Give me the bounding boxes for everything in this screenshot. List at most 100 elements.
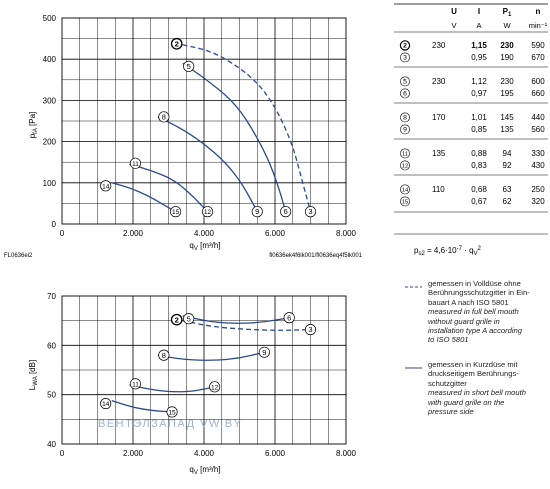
upper-curve-marker-12: 12 — [202, 206, 214, 218]
spec-row-marker-circle — [399, 40, 411, 51]
spec-row-3: 3 0,95 190 670 — [400, 52, 545, 63]
spec-cell-P: 190 — [500, 53, 514, 62]
spec-row-12: 12 0,83 92 430 — [400, 160, 545, 171]
lower-chart-xlabel: qV [m³/h] — [189, 465, 220, 476]
lower-chart: ВЕНТЭЛЗАПАД VW.BY 2 3 5 6 8 9 11 12 14 15 0 2.000 4… — [28, 292, 357, 476]
spec-row-marker-label: 15 — [402, 200, 408, 206]
upper-curve-marker-label: 9 — [255, 207, 259, 216]
upper-curve-marker-circle — [280, 206, 292, 218]
upper-curve-5 — [182, 62, 287, 212]
spec-row-6: 6 0,97 195 660 — [400, 88, 545, 99]
spec-row-marker-label: 5 — [403, 79, 407, 86]
spec-cell-U: 110 — [432, 185, 445, 194]
spec-row-marker-label: 2 — [403, 43, 407, 50]
legend-dashed-en-1: measured in full bell mouth — [428, 307, 519, 317]
lower-curve-marker-label: 2 — [175, 315, 179, 324]
upper-chart-ylabel: pfA [Pa] — [28, 112, 39, 139]
legend-dashed-de-1: gemessen in Volldüse ohne — [428, 279, 521, 288]
formula: ps2 = 4,6·10-7 · qV2 — [414, 246, 482, 257]
lower-curve-marker-label: 6 — [287, 313, 291, 322]
spec-row-marker-circle — [400, 160, 410, 171]
upper-curve-marker-circle — [202, 206, 214, 218]
upper-curve-marker-label: 6 — [284, 207, 288, 216]
spec-cell-U: 170 — [432, 113, 446, 122]
upper-curve-marker-label: 8 — [162, 112, 166, 121]
lower-curve-14 — [111, 399, 173, 413]
header-n: n — [536, 7, 541, 16]
lower-ytick-label: 70 — [47, 292, 56, 301]
lower-xtick-label: 8.000 — [336, 449, 357, 458]
legend-dashed: gemessen in Volldüse ohne Berührungsschu… — [428, 279, 546, 345]
upper-chart: 2 3 5 6 8 9 11 12 14 15 0 2.000 4.000 6.000 8.000 0 100… — [4, 14, 363, 259]
lower-curve-marker-14: 14 — [100, 398, 112, 410]
lower-curve-marker-circle — [258, 346, 270, 358]
lower-curve-marker-label: 12 — [211, 384, 219, 391]
upper-curve-marker-label: 3 — [308, 207, 312, 216]
upper-ytick-label: 0 — [52, 220, 57, 229]
spec-cell-P: 230 — [500, 41, 514, 50]
spec-table-units: V A W min⁻¹ — [451, 21, 547, 30]
spec-cell-n: 590 — [531, 41, 545, 50]
spec-cell-U: 135 — [432, 149, 446, 158]
lower-xtick-label: 4.000 — [194, 449, 215, 458]
upper-ytick-label: 400 — [43, 55, 57, 64]
upper-curve-8 — [157, 116, 258, 212]
spec-row-marker-label: 8 — [403, 115, 407, 122]
upper-chart-code-right: fl0636ek4f6lk001/fl0636eq4f5lk001 — [269, 253, 362, 259]
upper-curve-marker-circle — [100, 180, 112, 192]
header-p1: P1 — [503, 7, 512, 18]
legend-solid-en-1: measured in short bell mouth — [428, 388, 526, 398]
spec-row-marker-circle — [400, 148, 410, 159]
upper-curve-2 — [182, 44, 312, 212]
legend-dashed-swatch — [405, 286, 422, 288]
lower-curve-marker-8: 8 — [158, 349, 170, 361]
upper-ytick-label: 200 — [43, 138, 57, 147]
unit-v: V — [451, 21, 456, 30]
upper-curve-marker-label: 14 — [102, 183, 110, 190]
upper-curve-marker-8: 8 — [158, 111, 170, 123]
spec-cell-I: 0,67 — [471, 197, 487, 206]
upper-curve-marker-9: 9 — [251, 206, 263, 218]
legend-solid-en-3: pressure side — [428, 407, 474, 417]
upper-curve-marker-label: 5 — [187, 62, 191, 71]
spec-cell-P: 62 — [503, 197, 512, 206]
upper-curve-marker-11: 11 — [129, 157, 141, 169]
lower-ytick-label: 50 — [47, 391, 56, 400]
lower-curve-marker-circle — [183, 313, 195, 325]
lower-curve-marker-12: 12 — [209, 381, 221, 393]
spec-cell-n: 250 — [531, 185, 545, 194]
upper-curve-marker-circle — [251, 206, 263, 218]
legend-solid-de-1: gemessen in Kurzdüse mit — [428, 360, 518, 369]
upper-curve-marker-label: 2 — [175, 39, 179, 48]
lower-xtick-label: 0 — [60, 449, 65, 458]
spec-cell-I: 0,85 — [471, 125, 487, 134]
spec-cell-I: 0,97 — [471, 89, 487, 98]
upper-xtick-label: 0 — [60, 229, 65, 238]
spec-cell-I: 1,12 — [471, 77, 487, 86]
spec-cell-n: 440 — [531, 113, 545, 122]
spec-table-headers: U I P1 n — [451, 7, 540, 18]
lower-curve-marker-5: 5 — [183, 313, 195, 325]
upper-curve-marker-15: 15 — [170, 206, 182, 218]
spec-cell-n: 430 — [531, 161, 545, 170]
spec-row-9: 9 0,85 135 560 — [400, 124, 545, 135]
upper-curve-marker-label: 11 — [132, 161, 139, 168]
upper-curve-marker-circle — [170, 37, 183, 50]
spec-cell-I: 1,01 — [471, 113, 487, 122]
upper-ytick-label: 300 — [43, 96, 57, 105]
lower-curve-5 — [182, 315, 290, 324]
upper-curve-marker-14: 14 — [100, 180, 112, 192]
spec-row-15: 15 0,67 62 320 — [400, 196, 545, 207]
lower-chart-ticks: 0 2.000 4.000 6.000 8.000 40 50 60 70 — [47, 292, 356, 458]
lower-curve-marker-2: 2 — [170, 313, 183, 326]
spec-row-marker-label: 9 — [403, 127, 407, 134]
legend-dashed-en-4: to ISO 5801 — [428, 335, 469, 345]
spec-row-marker-circle — [400, 88, 410, 99]
upper-xtick-label: 4.000 — [194, 229, 215, 238]
spec-row-marker-label: 14 — [402, 188, 409, 194]
upper-ytick-label: 100 — [43, 179, 57, 188]
spec-table: U I P1 n V A W min⁻¹ 2 230 1,15 230 590 3 0,95… — [394, 3, 548, 257]
spec-cell-n: 660 — [531, 89, 545, 98]
unit-a: A — [476, 21, 481, 30]
spec-cell-I: 0,88 — [471, 149, 487, 158]
